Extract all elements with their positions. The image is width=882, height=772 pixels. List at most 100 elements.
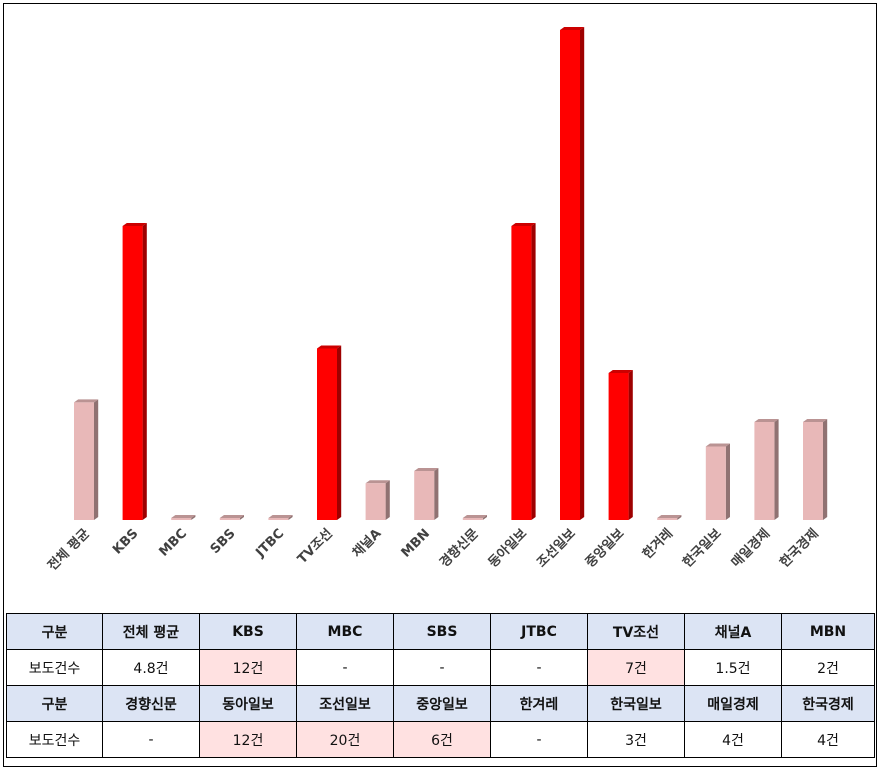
bar-side xyxy=(239,515,244,520)
bar-top xyxy=(462,515,487,518)
table-header-row: 구분 경향신문 동아일보 조선일보 중앙일보 한겨레 한국일보 매일경제 한국경제 xyxy=(6,685,875,722)
bar-top xyxy=(365,480,390,484)
table-cell: TV조선 xyxy=(587,613,685,650)
table-cell: 4건 xyxy=(781,721,875,758)
category-label: 조선일보 xyxy=(534,525,579,570)
bar-top xyxy=(511,223,536,226)
category-label: TV조선 xyxy=(294,526,336,568)
table-cell: 3건 xyxy=(587,721,685,758)
table-cell: 4건 xyxy=(684,721,782,758)
category-label: MBC xyxy=(157,526,191,560)
table-cell: 보도건수 xyxy=(6,649,103,686)
bar-front xyxy=(365,483,386,520)
table-cell: 4.8건 xyxy=(102,649,200,686)
bar-front xyxy=(754,422,775,520)
table-cell: - xyxy=(490,721,588,758)
table-cell: 구분 xyxy=(6,613,103,650)
table-cell: MBN xyxy=(781,613,875,650)
table-cell: 한국일보 xyxy=(587,685,685,722)
bar-front xyxy=(511,226,532,520)
bar-top xyxy=(74,399,99,403)
table-value-row: 보도건수 4.8건 12건 - - -7건 1.5건 2건 xyxy=(6,649,875,686)
bar xyxy=(560,27,585,520)
table-cell: 매일경제 xyxy=(684,685,782,722)
category-label: 전체 평균 xyxy=(44,525,92,573)
bar-top xyxy=(803,419,828,422)
bar-top xyxy=(414,468,439,471)
table-cell: 중앙일보 xyxy=(393,685,491,722)
table-cell: 채널A xyxy=(684,613,782,650)
bar-front xyxy=(122,226,143,520)
category-label: 한국일보 xyxy=(679,525,724,570)
bar-top xyxy=(171,515,196,518)
bar-top xyxy=(560,27,585,30)
bar xyxy=(268,515,293,520)
category-label: 경향신문 xyxy=(436,525,481,570)
table-cell: 한국경제 xyxy=(781,685,875,722)
bar xyxy=(803,419,828,520)
bar-side xyxy=(580,27,585,520)
bar-front xyxy=(560,30,580,520)
bar xyxy=(171,515,196,520)
bar-side xyxy=(191,515,196,520)
bar-front xyxy=(317,348,337,520)
bar-side xyxy=(482,515,487,520)
table-cell: - xyxy=(393,649,491,686)
bar-front xyxy=(705,446,726,520)
table-cell: 1.5건 xyxy=(684,649,782,686)
table-cell: 2건 xyxy=(781,649,875,686)
bar-side xyxy=(531,223,536,520)
bar xyxy=(705,443,730,520)
bar-side xyxy=(725,443,730,520)
bar-top xyxy=(608,370,633,373)
bar-side xyxy=(774,419,779,520)
bar-top xyxy=(122,223,147,226)
table-cell: MBC xyxy=(296,613,394,650)
bar-front xyxy=(462,518,483,520)
table-cell: 보도건수 xyxy=(6,721,103,758)
bar xyxy=(122,223,147,520)
bar-front xyxy=(268,518,289,520)
bar xyxy=(317,345,342,520)
bar xyxy=(74,399,99,520)
bar-side xyxy=(628,370,633,520)
bar xyxy=(608,370,633,520)
category-label: 동아일보 xyxy=(485,525,530,570)
table-cell: SBS xyxy=(393,613,491,650)
bar-top xyxy=(268,515,293,518)
table-cell: - xyxy=(490,649,588,686)
figure-frame xyxy=(3,3,877,767)
table-cell: 20건 xyxy=(296,721,394,758)
table-cell: 조선일보 xyxy=(296,685,394,722)
table-cell: 동아일보 xyxy=(199,685,297,722)
table-cell: 7건 xyxy=(587,649,685,686)
bar-front xyxy=(608,373,629,520)
bar-front xyxy=(803,422,823,520)
category-label: KBS xyxy=(110,526,141,557)
category-label: 매일경제 xyxy=(728,526,773,571)
category-label: JTBC xyxy=(252,526,287,561)
bar-side xyxy=(677,515,682,520)
table-cell: 12건 xyxy=(199,721,297,758)
bar-top xyxy=(705,443,730,447)
bar-side xyxy=(385,480,390,520)
bar-side xyxy=(434,468,439,520)
bar-front xyxy=(414,471,435,520)
table-cell: 한겨레 xyxy=(490,685,588,722)
category-label: MBN xyxy=(399,526,433,560)
bar-top xyxy=(219,515,244,518)
bar-front xyxy=(219,518,240,520)
bar xyxy=(511,223,536,520)
bar-front xyxy=(657,518,678,520)
category-label: 채널A xyxy=(349,526,384,561)
bar-top xyxy=(317,345,342,349)
bar-side xyxy=(288,515,293,520)
table-cell: 12건 xyxy=(199,649,297,686)
table-cell: - xyxy=(296,649,394,686)
bar xyxy=(219,515,244,520)
bar-top xyxy=(657,515,682,518)
bar-chart: 전체 평균 KBS MBC SBS JTBC TV조선 채널A MBN 경향신문 동아일보 조선일보… xyxy=(44,27,828,574)
table-cell: - xyxy=(102,721,200,758)
table-cell: 경향신문 xyxy=(102,685,200,722)
category-label: 한겨레 xyxy=(639,526,676,563)
